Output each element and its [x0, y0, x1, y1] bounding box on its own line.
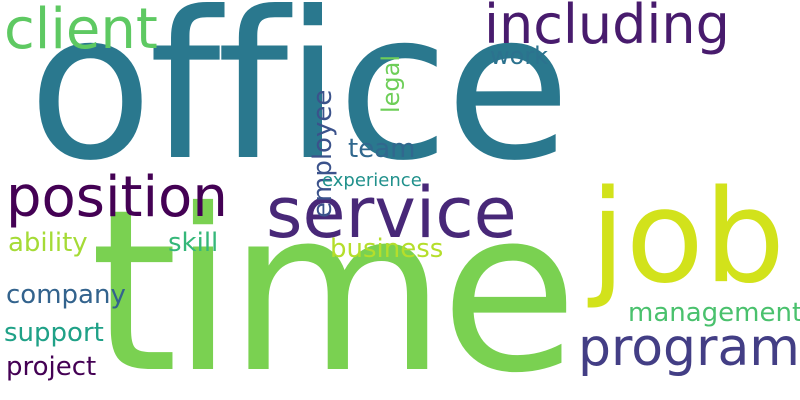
- word-client: client: [4, 0, 158, 62]
- word-service: service: [266, 172, 517, 254]
- word-office: office: [28, 0, 571, 206]
- word-experience: experience: [322, 170, 422, 191]
- word-work: work: [490, 42, 549, 70]
- word-team: team: [348, 134, 416, 164]
- word-position: position: [6, 165, 228, 230]
- word-employee: employee: [308, 89, 338, 218]
- word-project: project: [6, 352, 97, 382]
- word-ability: ability: [8, 228, 88, 258]
- word-job: job: [590, 163, 786, 312]
- word-company: company: [6, 280, 126, 310]
- word-support: support: [4, 318, 104, 348]
- word-management: management: [628, 298, 800, 328]
- word-legal: legal: [377, 54, 405, 113]
- word-including: including: [484, 0, 730, 56]
- word-program: program: [578, 318, 800, 378]
- word-business: business: [330, 234, 444, 264]
- word-time: time: [90, 161, 578, 400]
- word-skill: skill: [168, 228, 219, 258]
